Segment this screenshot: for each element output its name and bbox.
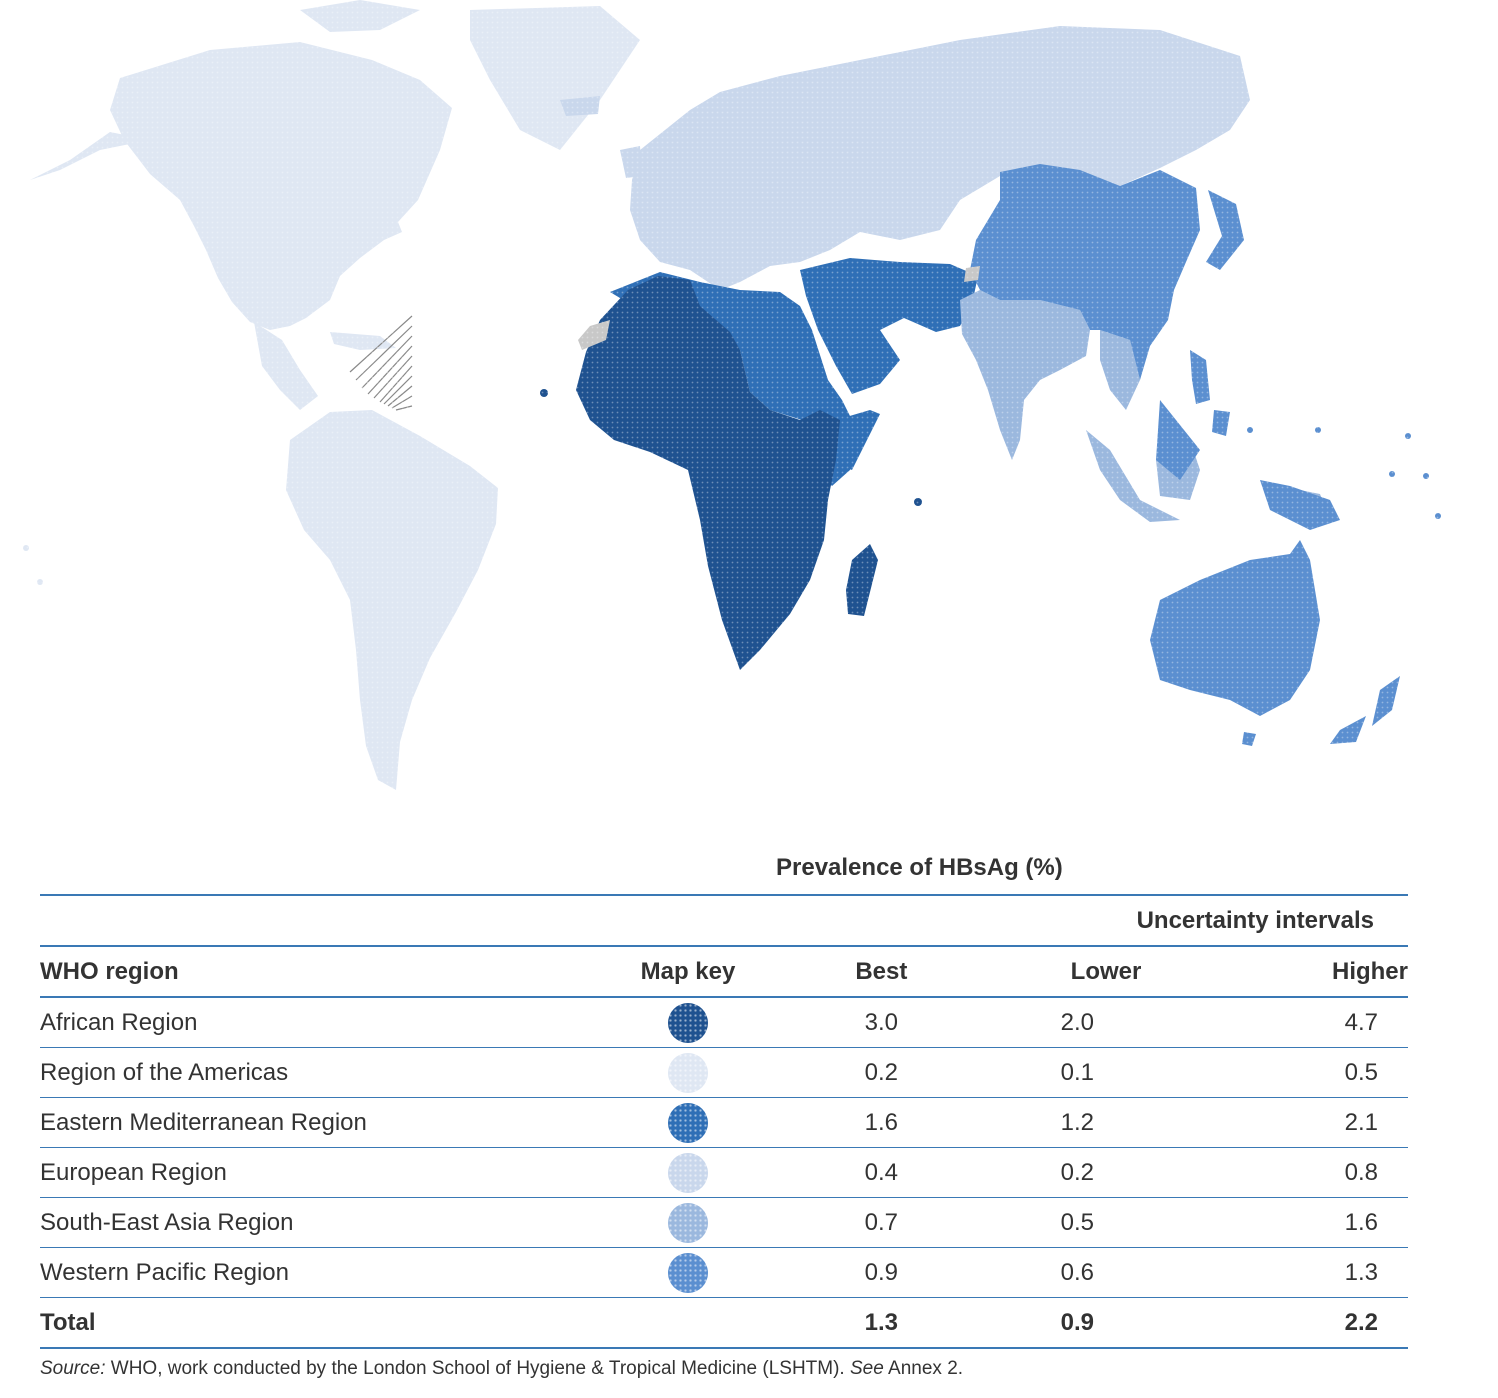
map-key-swatch bbox=[668, 1002, 708, 1043]
map-key-cell bbox=[600, 1197, 776, 1248]
region-western-pacific bbox=[970, 164, 1400, 746]
table-row: South-East Asia Region 0.7 0.5 1.6 bbox=[40, 1197, 1408, 1248]
lower-value: 0.6 bbox=[986, 1247, 1198, 1298]
total-higher: 2.2 bbox=[1197, 1297, 1408, 1349]
map-key-swatch bbox=[668, 1102, 708, 1143]
best-value: 1.6 bbox=[776, 1097, 987, 1148]
map-key-cell bbox=[600, 1047, 776, 1098]
region-name: Eastern Mediterranean Region bbox=[40, 1097, 600, 1148]
best-value: 0.2 bbox=[776, 1047, 987, 1098]
prevalence-header-row: Prevalence of HBsAg (%) bbox=[40, 842, 1408, 896]
higher-value: 1.3 bbox=[1197, 1247, 1408, 1298]
lower-value: 0.2 bbox=[986, 1147, 1198, 1198]
map-key-swatch bbox=[668, 1202, 708, 1243]
total-label: Total bbox=[40, 1297, 600, 1349]
table-row: African Region 3.0 2.0 4.7 bbox=[40, 997, 1408, 1048]
map-key-cell bbox=[600, 997, 776, 1048]
source-note: Source: WHO, work conducted by the Londo… bbox=[40, 1358, 963, 1380]
higher-value: 0.8 bbox=[1197, 1147, 1408, 1198]
source-see: See bbox=[850, 1358, 884, 1379]
higher-value: 0.5 bbox=[1197, 1047, 1408, 1098]
caribbean-leader-lines bbox=[349, 315, 413, 411]
col-region-header: WHO region bbox=[40, 946, 600, 998]
table-row: Eastern Mediterranean Region 1.6 1.2 2.1 bbox=[40, 1097, 1408, 1148]
table-row: Region of the Americas 0.2 0.1 0.5 bbox=[40, 1047, 1408, 1098]
prevalence-header: Prevalence of HBsAg (%) bbox=[776, 854, 1063, 881]
col-lower-header: Lower bbox=[986, 946, 1198, 998]
table-row: European Region 0.4 0.2 0.8 bbox=[40, 1147, 1408, 1198]
map-key-swatch bbox=[668, 1052, 708, 1093]
lower-value: 1.2 bbox=[986, 1097, 1198, 1148]
map-key-swatch bbox=[668, 1252, 708, 1293]
uncertainty-header: Uncertainty intervals bbox=[1136, 906, 1374, 934]
map-key-swatch bbox=[668, 1152, 708, 1193]
world-map bbox=[0, 0, 1498, 820]
col-key-header: Map key bbox=[600, 946, 776, 998]
higher-value: 2.1 bbox=[1197, 1097, 1408, 1148]
region-name: African Region bbox=[40, 997, 600, 1048]
prevalence-table-container: Prevalence of HBsAg (%) Uncertainty inte… bbox=[40, 842, 1408, 1349]
best-value: 0.9 bbox=[776, 1247, 987, 1298]
uncertainty-header-row: Uncertainty intervals bbox=[40, 895, 1408, 947]
region-name: Region of the Americas bbox=[40, 1047, 600, 1098]
region-name: South-East Asia Region bbox=[40, 1197, 600, 1248]
map-key-cell bbox=[600, 1147, 776, 1198]
total-lower: 0.9 bbox=[986, 1297, 1198, 1349]
best-value: 3.0 bbox=[776, 997, 987, 1048]
source-prefix: Source: bbox=[40, 1358, 106, 1379]
source-annex: Annex 2. bbox=[883, 1358, 964, 1379]
prevalence-table: Prevalence of HBsAg (%) Uncertainty inte… bbox=[40, 842, 1408, 1349]
map-key-cell bbox=[600, 1247, 776, 1298]
col-higher-header: Higher bbox=[1197, 946, 1408, 998]
region-name: European Region bbox=[40, 1147, 600, 1198]
best-value: 0.7 bbox=[776, 1197, 987, 1248]
table-body: African Region 3.0 2.0 4.7 Region of the Ame… bbox=[40, 997, 1408, 1298]
total-best: 1.3 bbox=[776, 1297, 987, 1349]
lower-value: 2.0 bbox=[986, 997, 1198, 1048]
col-best-header: Best bbox=[776, 946, 987, 998]
higher-value: 4.7 bbox=[1197, 997, 1408, 1048]
region-americas bbox=[30, 0, 640, 790]
lower-value: 0.5 bbox=[986, 1197, 1198, 1248]
higher-value: 1.6 bbox=[1197, 1197, 1408, 1248]
source-text: WHO, work conducted by the London School… bbox=[105, 1358, 850, 1379]
total-row: Total 1.3 0.9 2.2 bbox=[40, 1297, 1408, 1349]
lower-value: 0.1 bbox=[986, 1047, 1198, 1098]
table-row: Western Pacific Region 0.9 0.6 1.3 bbox=[40, 1247, 1408, 1298]
region-name: Western Pacific Region bbox=[40, 1247, 600, 1298]
best-value: 0.4 bbox=[776, 1147, 987, 1198]
column-header-row: WHO region Map key Best Lower Higher bbox=[40, 946, 1408, 998]
map-key-cell bbox=[600, 1097, 776, 1148]
